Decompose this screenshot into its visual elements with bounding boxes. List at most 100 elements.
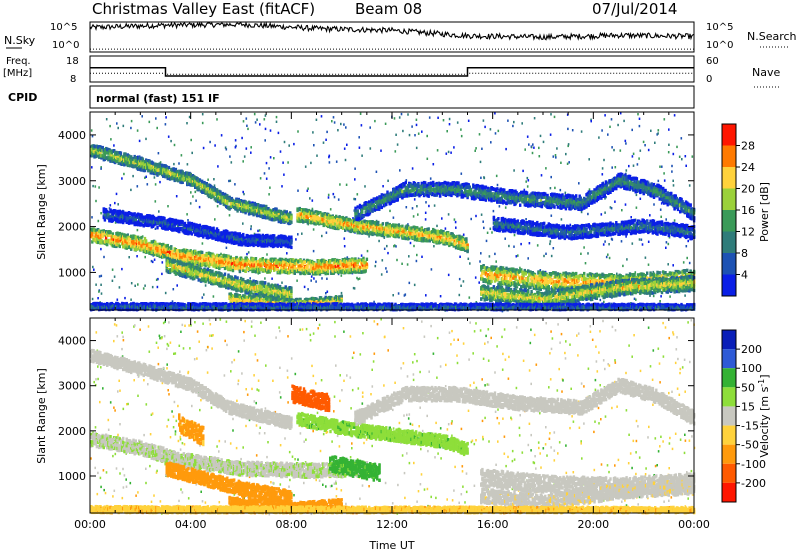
scatter-cell [352, 217, 354, 220]
echo-cell [263, 281, 267, 285]
scatter-cell [638, 124, 641, 128]
scatter-cell [569, 223, 572, 227]
echo-cell [236, 207, 239, 211]
scatter-cell [142, 287, 145, 290]
echo-cell [356, 260, 359, 264]
scatter-cell [550, 175, 552, 179]
scatter-cell [408, 281, 411, 285]
echo-cell [350, 258, 354, 262]
echo-cell [203, 271, 206, 275]
scatter-cell [474, 276, 477, 279]
scatter-cell [243, 155, 246, 158]
echo-cell [244, 211, 247, 215]
scatter-cell [525, 180, 527, 183]
echo-cell [365, 262, 369, 266]
scatter-cell [98, 290, 100, 293]
scatter-cell [337, 198, 340, 201]
echo-cell [290, 286, 293, 290]
scatter-cell [411, 167, 414, 170]
echo-cell [152, 165, 156, 170]
scatter-cell [228, 179, 230, 183]
scatter-cell [482, 220, 484, 223]
echo-cell [196, 275, 199, 279]
echo-cell [335, 258, 339, 263]
scatter-cell [191, 151, 193, 155]
echo-cell [173, 259, 176, 264]
nave-tick-bottom: 0 [706, 74, 712, 85]
scatter-cell [358, 136, 360, 139]
scatter-cell [325, 292, 327, 295]
echo-cell [130, 234, 133, 238]
echo-cell [285, 215, 288, 219]
scatter-cell [647, 240, 650, 243]
scatter-cell [638, 157, 640, 160]
scatter-cell [609, 125, 611, 128]
scatter-cell [625, 235, 627, 238]
scatter-cell [326, 277, 328, 280]
scatter-cell [614, 200, 616, 203]
scatter-cell [157, 152, 160, 155]
scatter-cell [122, 124, 125, 128]
echo-cell [144, 249, 148, 254]
echo-cell [249, 201, 252, 206]
scatter-cell [153, 258, 156, 261]
scatter-cell [170, 139, 172, 143]
scatter-cell [335, 160, 338, 163]
scatter-cell [396, 143, 399, 146]
scatter-cell [638, 117, 641, 120]
scatter-cell [545, 252, 547, 255]
echo-cell [135, 159, 139, 163]
echo-cell [338, 266, 341, 271]
scatter-cell [453, 218, 456, 221]
echo-cell [228, 264, 231, 268]
scatter-cell [426, 134, 428, 138]
scatter-cell [632, 152, 635, 155]
scatter-cell [494, 112, 496, 115]
echo-cell [250, 259, 253, 263]
echo-cell [260, 286, 263, 290]
echo-cell [225, 285, 228, 290]
echo-cell [250, 291, 253, 295]
scatter-cell [113, 144, 115, 147]
echo-cell [220, 257, 223, 262]
echo-cell [220, 263, 223, 268]
scatter-cell [454, 220, 457, 224]
echo-cell [229, 255, 232, 260]
echo-cell [179, 255, 182, 260]
scatter-cell [375, 219, 378, 223]
scatter-cell [657, 179, 660, 183]
echo-cell [191, 262, 195, 266]
echo-cell [184, 250, 188, 254]
scatter-cell [378, 239, 380, 243]
echo-cell [279, 261, 283, 265]
scatter-cell [92, 184, 94, 188]
echo-cell [154, 243, 157, 248]
scatter-cell [501, 310, 504, 313]
echo-cell [163, 172, 166, 177]
echo-cell [179, 266, 182, 270]
echo-cell [96, 151, 100, 155]
scatter-cell [531, 151, 534, 155]
echo-cell [114, 235, 117, 239]
echo-cell [175, 169, 179, 174]
scatter-cell [447, 273, 450, 277]
scatter-cell [436, 224, 438, 228]
scatter-cell [136, 255, 138, 258]
echo-cell [184, 272, 188, 276]
echo-cell [202, 254, 205, 258]
echo-cell [262, 204, 266, 208]
scatter-cell [358, 277, 361, 280]
scatter-cell [649, 214, 651, 217]
scatter-cell [224, 146, 227, 149]
scatter-cell [622, 264, 624, 268]
scatter-cell [507, 119, 509, 122]
scatter-cell [608, 243, 610, 246]
scatter-cell [447, 213, 450, 216]
freq-line [90, 66, 694, 77]
echo-cell [96, 231, 100, 235]
echo-cell [108, 149, 111, 154]
scatter-cell [652, 270, 655, 274]
echo-cell [238, 269, 242, 274]
scatter-cell [234, 183, 236, 186]
scatter-cell [513, 120, 515, 124]
